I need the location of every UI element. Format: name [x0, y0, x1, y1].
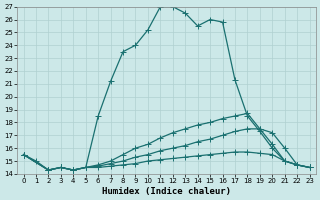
X-axis label: Humidex (Indice chaleur): Humidex (Indice chaleur)	[102, 187, 231, 196]
